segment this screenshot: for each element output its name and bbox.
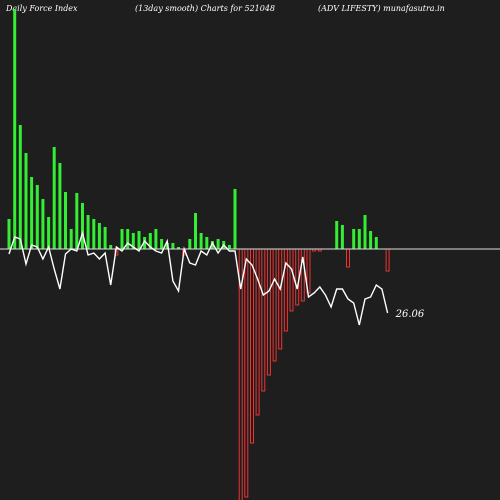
force-bar <box>131 233 135 249</box>
force-bar <box>7 219 11 249</box>
force-bar <box>75 193 79 249</box>
force-bar <box>86 215 90 249</box>
force-bar <box>374 237 378 249</box>
force-bar <box>346 248 350 268</box>
force-bar <box>137 231 141 249</box>
force-bar <box>47 217 51 249</box>
force-bar <box>363 215 367 249</box>
force-bar <box>103 227 107 249</box>
force-bar <box>205 237 209 249</box>
force-bar <box>340 225 344 249</box>
header-right: (ADV LIFESTY) munafasutra.in <box>318 4 445 13</box>
force-bar <box>244 248 249 498</box>
force-bar <box>335 221 339 249</box>
force-bar <box>278 248 283 350</box>
force-bar <box>250 248 254 444</box>
bar-series <box>7 9 390 500</box>
force-bar <box>81 203 84 249</box>
force-bar <box>352 229 356 249</box>
header-left: Daily Force Index <box>5 4 78 13</box>
force-bar <box>357 229 361 249</box>
force-bar <box>255 248 260 416</box>
force-bar <box>143 237 147 249</box>
force-bar <box>165 243 169 249</box>
force-bar <box>35 185 39 249</box>
force-bar <box>188 239 192 249</box>
force-bar <box>120 229 124 249</box>
force-bar <box>171 243 175 249</box>
force-bar <box>385 248 390 272</box>
last-value-label: 26.06 <box>395 309 425 320</box>
force-bar <box>261 248 266 392</box>
force-bar <box>272 248 277 362</box>
force-bar <box>266 248 271 376</box>
force-bar <box>126 229 130 249</box>
force-bar <box>148 233 152 249</box>
force-bar <box>58 163 62 249</box>
force-bar <box>41 199 45 249</box>
force-bar <box>154 229 158 249</box>
force-bar <box>24 153 28 249</box>
force-bar <box>97 223 101 249</box>
force-bar <box>64 192 67 249</box>
force-bar <box>283 248 288 332</box>
force-bar <box>109 245 113 249</box>
force-bar <box>216 239 220 249</box>
force-bar <box>199 233 203 249</box>
force-bar <box>177 247 180 249</box>
smooth-line <box>8 230 389 326</box>
force-bar <box>18 125 22 249</box>
force-bar <box>69 229 73 249</box>
force-bar <box>52 147 56 249</box>
force-bar <box>233 189 237 249</box>
force-bar <box>92 219 96 249</box>
force-bar <box>160 239 164 249</box>
force-bar <box>300 248 305 302</box>
force-bar <box>194 213 197 249</box>
force-bar <box>30 177 34 249</box>
force-bar <box>369 231 373 249</box>
force-bar <box>210 241 214 249</box>
force-bar <box>289 248 294 312</box>
force-bar <box>13 9 17 249</box>
force-bar <box>227 245 231 249</box>
force-bar <box>295 248 300 306</box>
header-center: (13day smooth) Charts for 521048 <box>135 4 275 13</box>
